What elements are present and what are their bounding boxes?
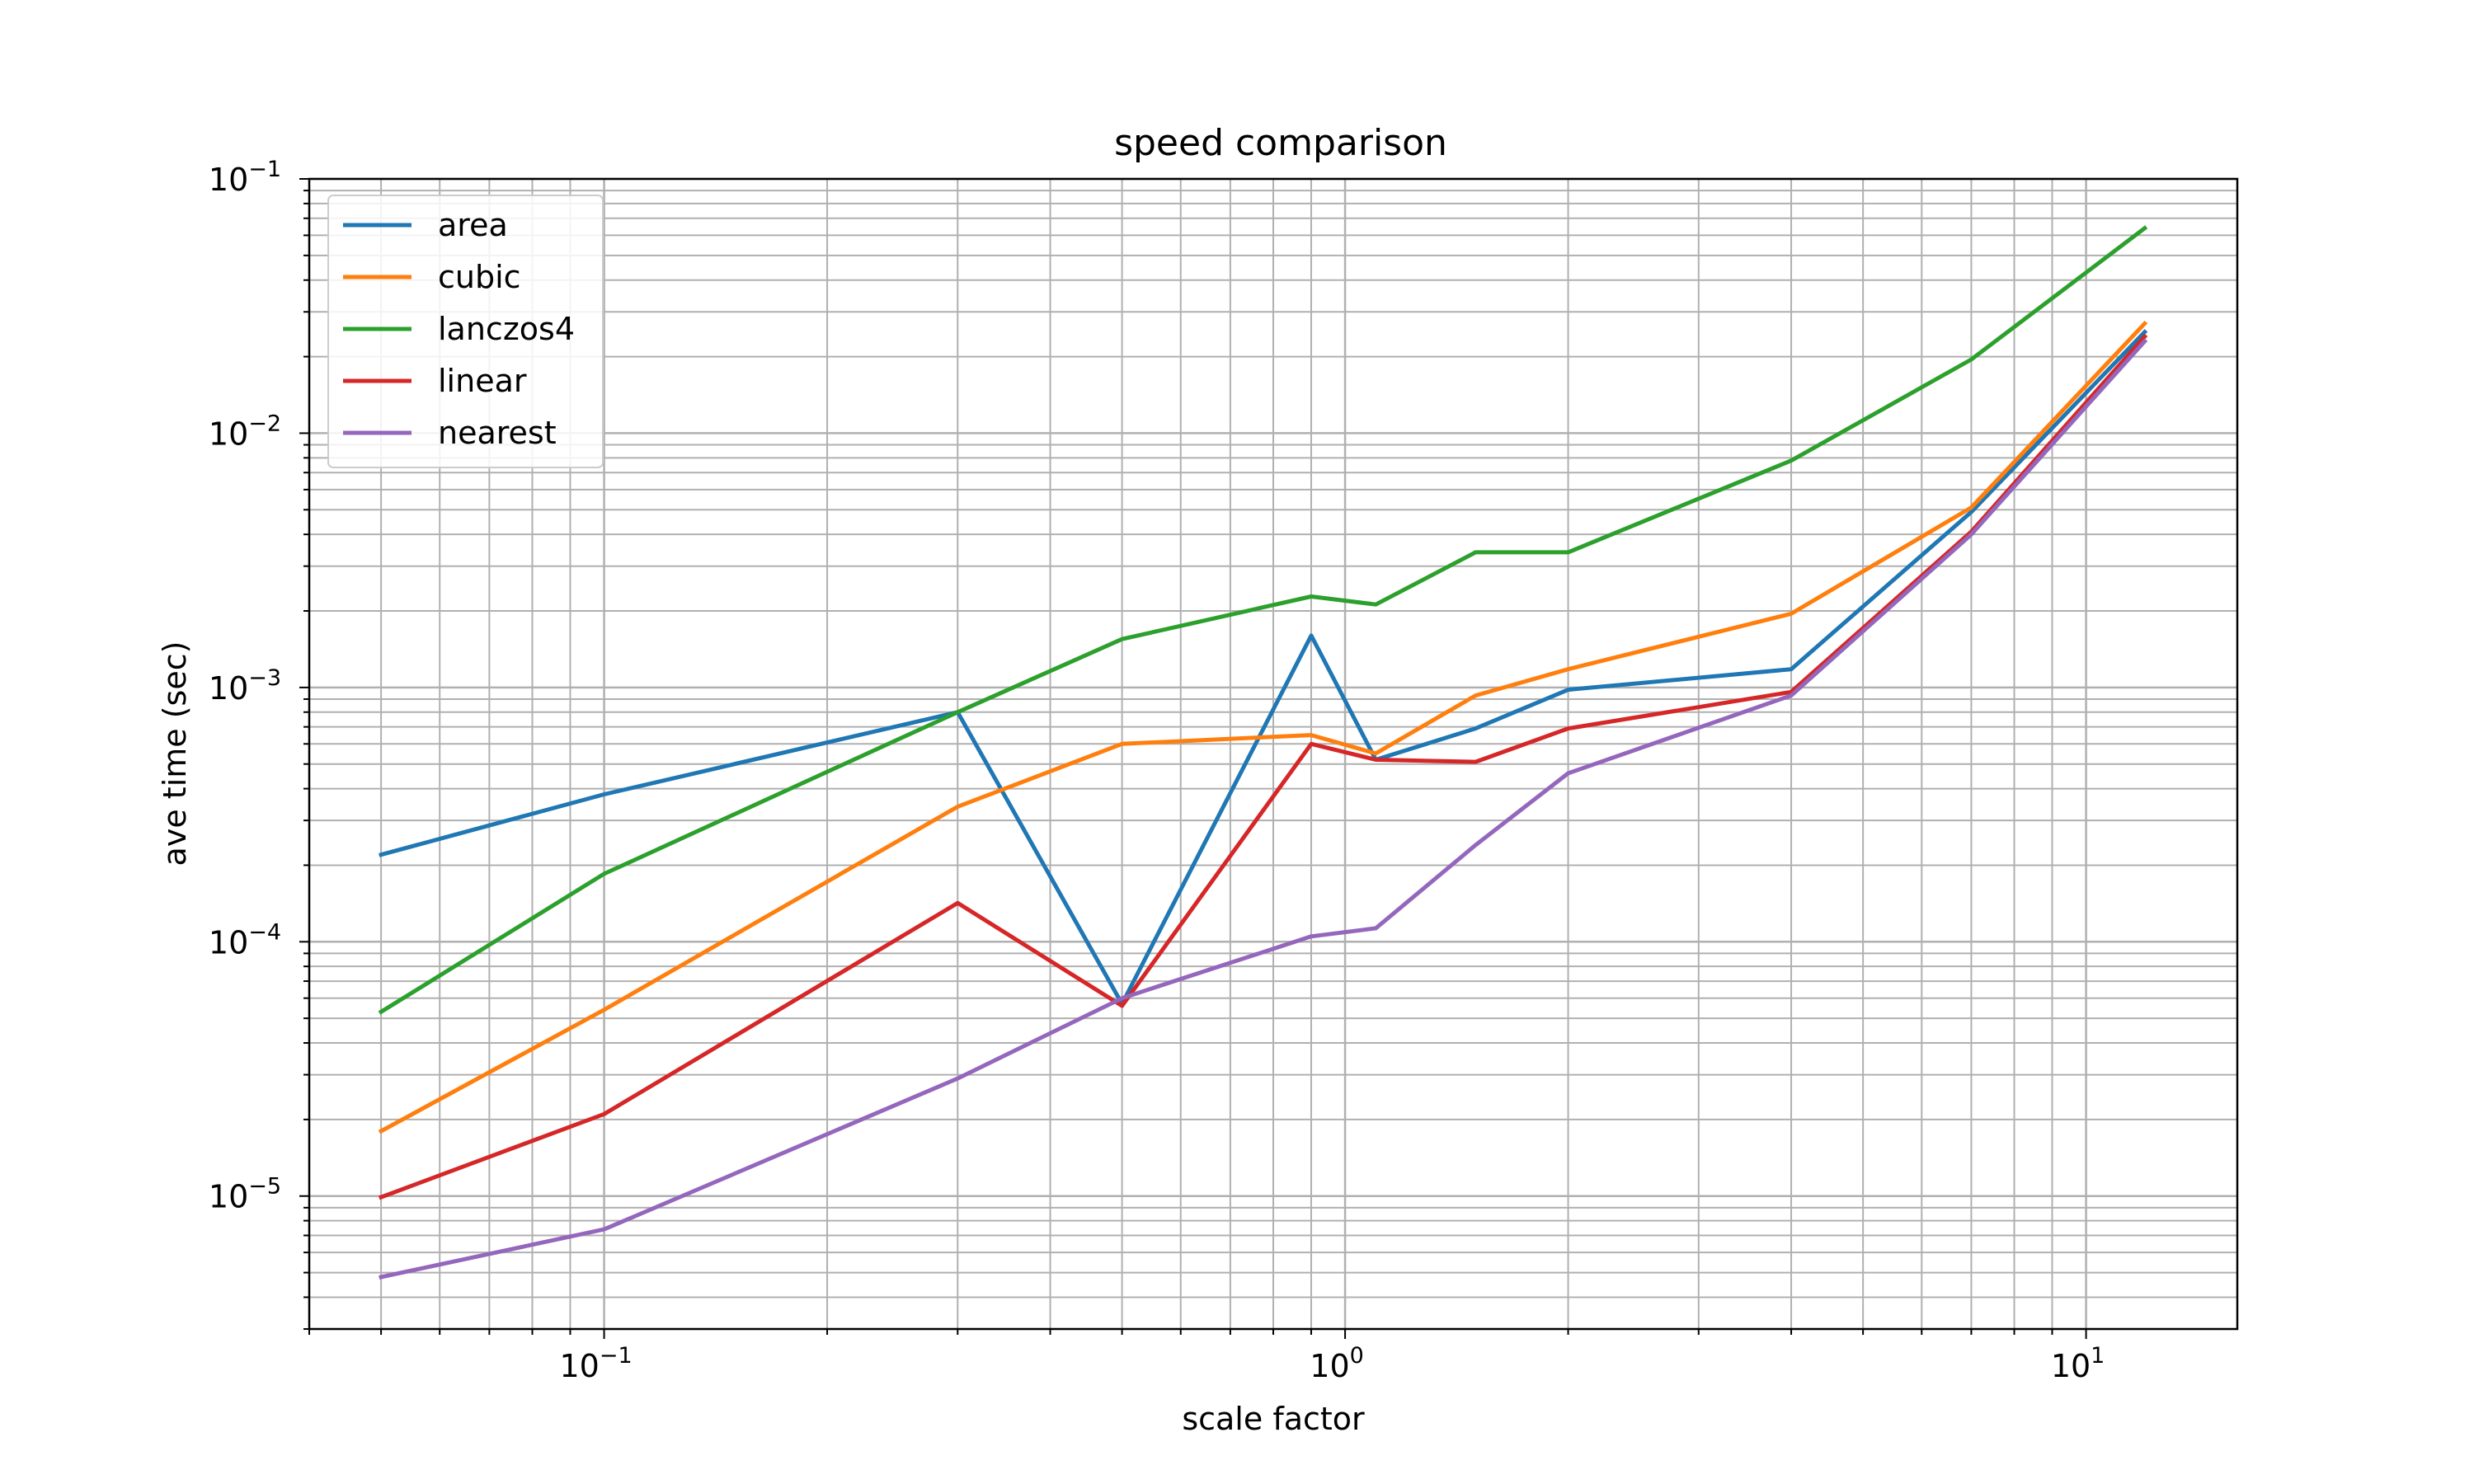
legend-box (327, 195, 604, 468)
y-axis-label: ave time (sec) (157, 641, 193, 866)
series-lines (378, 225, 2148, 1280)
legend: area cubic lanczos4 linear nearest (327, 195, 604, 468)
x-axis-label: scale factor (1182, 1401, 1365, 1437)
legend-label-lanczos4: lanczos4 (438, 311, 575, 347)
legend-label-nearest: nearest (438, 415, 557, 451)
y-tick-label: 10−4 (209, 919, 281, 960)
chart-title: speed comparison (1114, 122, 1447, 164)
y-tick-label: 10−3 (209, 665, 281, 707)
x-tick-label: 101 (2051, 1343, 2105, 1384)
x-tick-label: 10−1 (559, 1343, 632, 1384)
legend-label-linear: linear (438, 363, 527, 399)
x-tick-label: 100 (1310, 1343, 1364, 1384)
legend-label-cubic: cubic (438, 259, 521, 295)
y-tick-label: 10−1 (209, 157, 281, 198)
series-line-linear (378, 333, 2148, 1200)
y-tick-label: 10−2 (209, 411, 281, 452)
plot-frame (308, 177, 2239, 1331)
legend-label-area: area (438, 207, 508, 243)
series-line-cubic (378, 320, 2148, 1134)
y-tick-label: 10−5 (209, 1174, 281, 1215)
series-line-lanczos4 (378, 225, 2148, 1015)
series-line-nearest (379, 338, 2148, 1280)
